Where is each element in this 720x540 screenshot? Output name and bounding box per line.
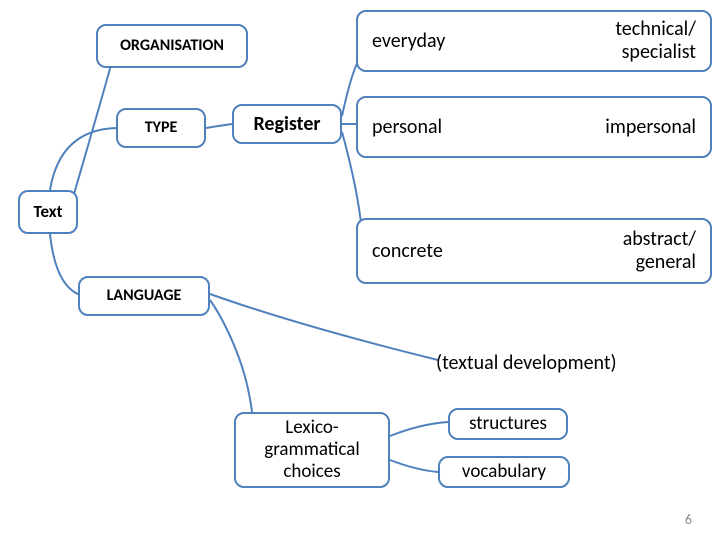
spectrum-left: everyday [372, 30, 445, 53]
node-vocabulary: vocabulary [438, 456, 570, 488]
spectrum-left: personal [372, 116, 442, 139]
spectrum-right: technical/ specialist [615, 18, 696, 64]
node-text-root: Text [18, 190, 78, 234]
label: structures [469, 413, 547, 435]
label: vocabulary [462, 461, 546, 483]
label: Lexico- grammatical choices [264, 417, 359, 483]
node-language: LANGUAGE [78, 276, 210, 316]
spectrum-right: impersonal [605, 116, 696, 139]
spectrum-left: concrete [372, 240, 443, 263]
spectrum-personal: personal impersonal [356, 96, 712, 158]
label: ORGANISATION [120, 37, 224, 55]
node-register: Register [232, 104, 342, 144]
label: Register [253, 113, 320, 136]
spectrum-right: abstract/ general [623, 228, 696, 274]
label: (textual development) [436, 351, 617, 375]
node-organisation: ORGANISATION [96, 24, 248, 68]
spectrum-concrete: concrete abstract/ general [356, 218, 712, 284]
node-type: TYPE [116, 108, 206, 148]
label: TYPE [145, 119, 178, 137]
label: LANGUAGE [107, 287, 182, 305]
spectrum-everyday: everyday technical/ specialist [356, 10, 712, 72]
node-lexico: Lexico- grammatical choices [234, 412, 390, 488]
node-structures: structures [448, 408, 568, 440]
label: Text [34, 202, 63, 222]
text-textual-development: (textual development) [436, 352, 617, 375]
page-number: 6 [685, 511, 692, 528]
